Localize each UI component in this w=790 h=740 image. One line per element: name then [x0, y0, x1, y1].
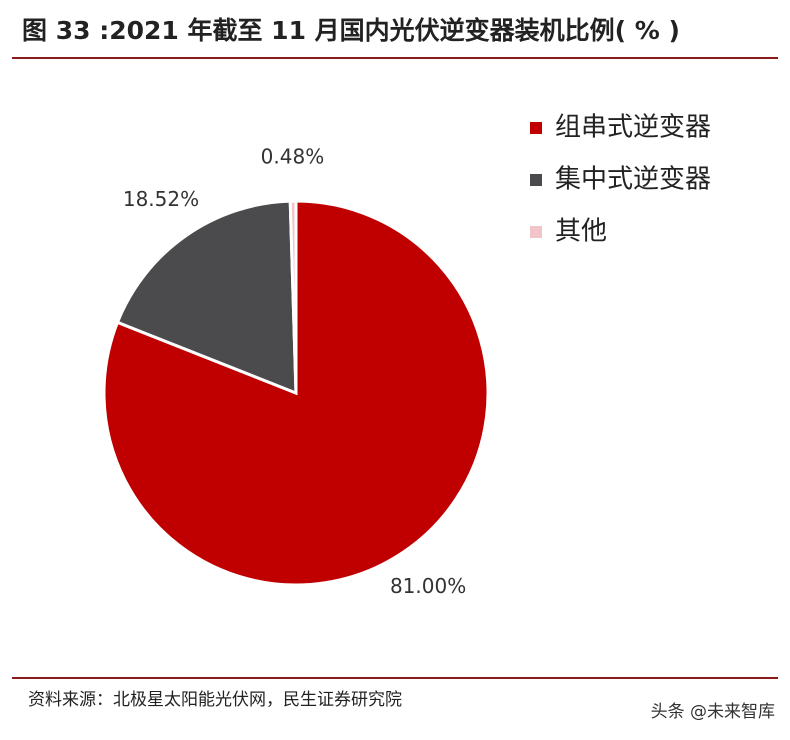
chart-title: 图 33 :2021 年截至 11 月国内光伏逆变器装机比例( % ): [22, 16, 680, 45]
data-label: 0.48%: [261, 145, 325, 169]
legend-label: 其他: [555, 217, 607, 247]
legend-swatch: [530, 226, 542, 238]
data-label: 18.52%: [123, 187, 199, 211]
source-note: 资料来源：北极星太阳能光伏网，民生证券研究院: [28, 690, 402, 710]
legend-swatch: [530, 122, 542, 134]
pie-slice: [288, 199, 298, 394]
data-label: 81.00%: [390, 574, 466, 598]
watermark: 头条 @未来智库: [651, 702, 775, 722]
legend-label: 集中式逆变器: [555, 165, 711, 195]
legend-label: 组串式逆变器: [555, 113, 711, 143]
legend-swatch: [530, 174, 542, 186]
pie-slice: [115, 199, 298, 396]
